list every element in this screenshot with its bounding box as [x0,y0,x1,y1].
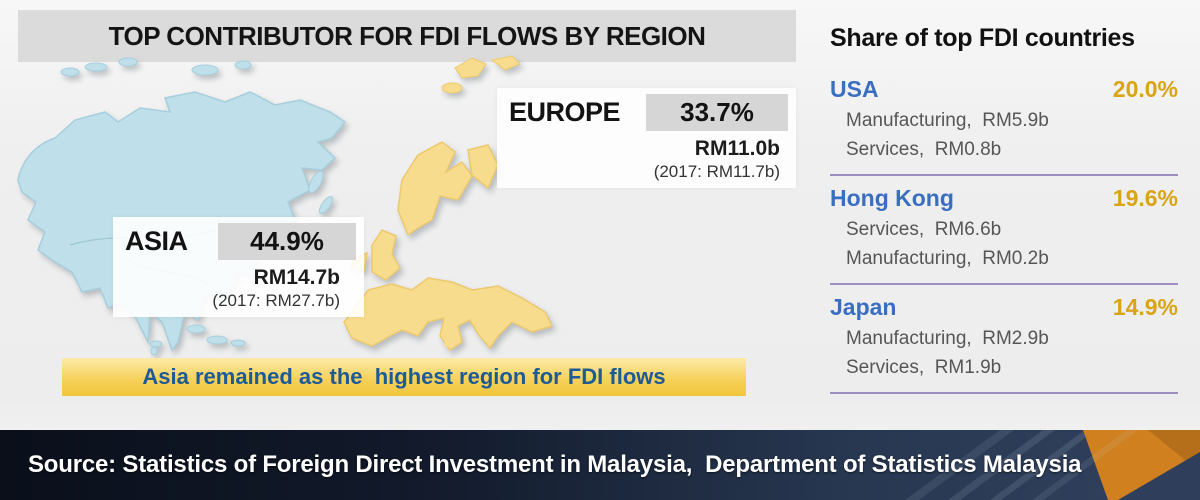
mediterranean-island [444,341,450,347]
country-detail: Manufacturing, RM5.9b [846,110,1049,131]
country-detail: Manufacturing, RM2.9b [846,328,1049,349]
europe-mainland-shape [343,277,554,352]
britain-shape [371,229,401,281]
country-share: 14.9% [1112,294,1178,320]
source-bar: Source: Statistics of Foreign Direct Inv… [0,430,1200,500]
highlight-banner-text: Asia remained as the highest region for … [142,364,666,389]
bar-stripe [948,430,1055,500]
country-share: 19.6% [1112,185,1178,211]
country-detail: Services, RM0.8b [846,139,1002,160]
bar-corner-triangle [1118,452,1200,500]
asia-arctic-islands [60,57,252,77]
source-bar-decoration [905,430,1200,500]
europe-arctic-islands [441,55,521,94]
asia-label-card: ASIA 44.9% RM14.7b (2017: RM27.7b) [113,217,364,317]
asia-value: RM14.7b [253,266,340,289]
asia-share-badge: 44.9% [218,223,356,260]
finland-shape [467,144,499,190]
bar-stripe [1032,430,1138,500]
europe-prior-value: (2017: RM11.7b) [653,162,780,181]
bar-stripe [905,430,1014,500]
asia-prior-value: (2017: RM27.7b) [212,291,340,310]
top-countries-panel: Share of top FDI countries USA 20.0% Man… [830,24,1178,394]
source-text: Source: Statistics of Foreign Direct Inv… [28,451,1082,478]
page-title: TOP CONTRIBUTOR FOR FDI FLOWS BY REGION [108,20,706,51]
country-share: 20.0% [1112,76,1178,102]
country-detail: Services, RM6.6b [846,219,1002,240]
europe-value: RM11.0b [694,137,780,160]
panel-heading: Share of top FDI countries [830,24,1135,52]
europe-map [343,55,554,352]
bar-stripe [990,430,1096,500]
country-detail: Services, RM1.9b [846,357,1002,378]
japan-islands [308,170,334,215]
asia-name: ASIA [125,226,188,256]
europe-name: EUROPE [509,97,621,127]
country-name: Hong Kong [830,185,954,211]
country-name: Japan [830,294,897,320]
country-name: USA [830,76,879,102]
country-block-hongkong: Hong Kong 19.6% Services, RM6.6b Manufac… [830,176,1178,285]
country-block-japan: Japan 14.9% Manufacturing, RM2.9b Servic… [830,285,1178,394]
europe-share-badge: 33.7% [646,94,788,131]
country-block-usa: USA 20.0% Manufacturing, RM5.9b Services… [830,67,1178,176]
page-title-box: TOP CONTRIBUTOR FOR FDI FLOWS BY REGION [18,10,796,62]
europe-label-card: EUROPE 33.7% RM11.0b (2017: RM11.7b) [497,88,796,188]
scandinavia-shape [397,141,473,237]
highlight-banner: Asia remained as the highest region for … [62,358,746,396]
country-detail: Manufacturing, RM0.2b [846,248,1049,269]
